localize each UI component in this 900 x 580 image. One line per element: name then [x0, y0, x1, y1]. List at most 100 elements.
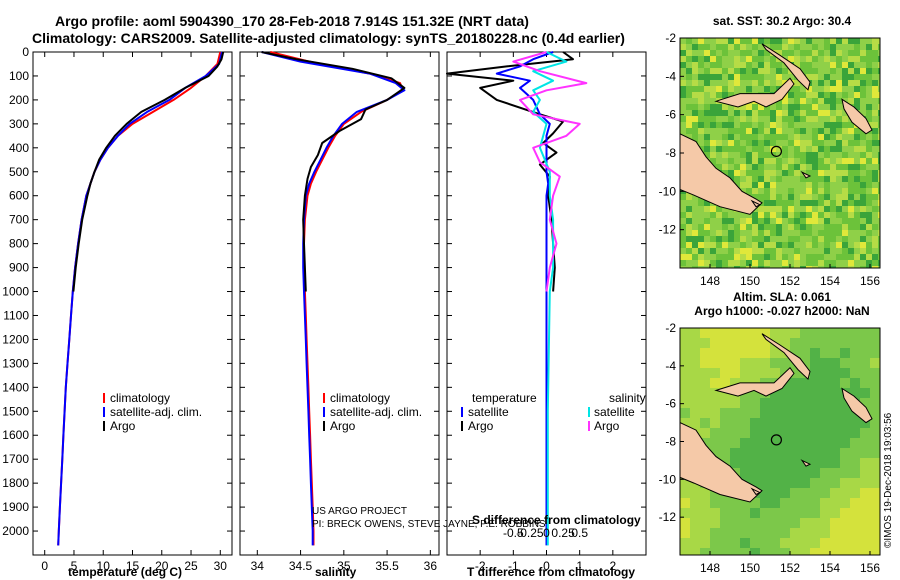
sst_map-cell [878, 68, 880, 75]
sst_map-cell [854, 260, 861, 267]
sst_map-cell [878, 212, 880, 219]
sst_map-cell [878, 206, 880, 213]
sst_map-ytick-label: -6 [665, 108, 676, 122]
sst_map-cell [878, 164, 880, 171]
salinity-frame [239, 51, 440, 556]
sla_map-cell [780, 488, 791, 499]
sla_map-cell [710, 328, 721, 339]
sst_map-cell [806, 44, 813, 51]
sst_map-ytick-label: -8 [665, 146, 676, 160]
salinity-legend-label: climatology [330, 391, 390, 405]
sst_map-cell [746, 176, 753, 183]
depth-tick-label: 700 [9, 213, 29, 227]
sla_map-cell [690, 508, 701, 519]
sla_map-cell [830, 518, 841, 529]
sst_map-cell [692, 86, 699, 93]
sla_map-cell [690, 418, 701, 429]
sst_map-cell [680, 218, 687, 225]
sst_map-cell [770, 188, 777, 195]
sst_map-cell [740, 212, 747, 219]
sla_map-cell [870, 388, 880, 399]
sst_map-cell [740, 80, 747, 87]
sla_map-cell [810, 448, 821, 459]
sst_map-cell [722, 248, 729, 255]
sst_map-cell [830, 182, 837, 189]
sla_map-cell [790, 338, 801, 349]
sst_map-cell [860, 194, 867, 201]
sst_map-cell [746, 50, 753, 57]
sst_map-cell [710, 236, 717, 243]
sla_map-cell [760, 408, 771, 419]
sla_map-cell [830, 368, 841, 379]
sla_map-cell [770, 328, 781, 339]
sst_map-cell [788, 206, 795, 213]
sla_map-cell [750, 468, 761, 479]
sst_map-cell [758, 116, 765, 123]
sst_map-cell [800, 44, 807, 51]
sst_map-cell [866, 56, 873, 63]
sst_map-cell [788, 128, 795, 135]
sst_map-cell [776, 254, 783, 261]
sst_map-cell [854, 248, 861, 255]
sst_map-cell [800, 176, 807, 183]
sla_map-cell [810, 488, 821, 499]
sst_map-cell [764, 260, 771, 267]
sst_map-cell [716, 266, 723, 268]
sst_map-cell [824, 74, 831, 81]
sst_map-cell [710, 68, 717, 75]
sla_map-cell [710, 398, 721, 409]
sst_map-cell [710, 254, 717, 261]
sst_map-cell [866, 182, 873, 189]
sst_map-cell [842, 170, 849, 177]
sst_map-cell [704, 254, 711, 261]
sst_map-cell [818, 164, 825, 171]
sst_map-cell [680, 224, 687, 231]
sst_map-cell [686, 242, 693, 249]
sst_map-cell [800, 158, 807, 165]
sst_map-cell [788, 242, 795, 249]
sst_map-cell [794, 92, 801, 99]
sst_map-cell [758, 44, 765, 51]
sst_map-cell [818, 158, 825, 165]
sla_map-cell [720, 538, 731, 549]
sst_map-cell [734, 164, 741, 171]
sst_map-cell [746, 44, 753, 51]
sst_map-cell [698, 98, 705, 105]
sst_map-cell [776, 80, 783, 87]
sst_map-cell [686, 254, 693, 261]
sst_map-cell [842, 50, 849, 57]
sla_map-cell [690, 358, 701, 369]
sla_map-cell [860, 348, 871, 359]
sst_map-cell [758, 50, 765, 57]
sst_map-cell [776, 116, 783, 123]
sst_map-cell [764, 146, 771, 153]
sst_map-cell [872, 176, 879, 183]
depth-tick-label: 200 [9, 93, 29, 107]
sla_map-cell [760, 328, 771, 339]
sst_map-cell [740, 230, 747, 237]
sst_map-cell [866, 110, 873, 117]
sst_map-cell [680, 86, 687, 93]
sst_map-cell [818, 86, 825, 93]
sst_map-cell [818, 44, 825, 51]
sst_map-cell [824, 194, 831, 201]
sla_map-cell [720, 358, 731, 369]
sla_map-cell [820, 448, 831, 459]
sla_map-xtick-label: 156 [860, 561, 880, 575]
sst_map-cell [794, 80, 801, 87]
sst_map-cell [866, 62, 873, 69]
sst_map-cell [752, 122, 759, 129]
sla_map-cell [810, 548, 821, 555]
sst_map-cell [818, 152, 825, 159]
sst_map-cell [848, 122, 855, 129]
sst_map-cell [704, 224, 711, 231]
sst_map-cell [806, 104, 813, 111]
sla_map-cell [860, 458, 871, 469]
sst_map-cell [704, 50, 711, 57]
sla_map-cell [780, 518, 791, 529]
sst_map-cell [842, 224, 849, 231]
sst_map-cell [764, 188, 771, 195]
sst_map-cell [806, 122, 813, 129]
sst_map-cell [854, 158, 861, 165]
sst_map-cell [782, 194, 789, 201]
